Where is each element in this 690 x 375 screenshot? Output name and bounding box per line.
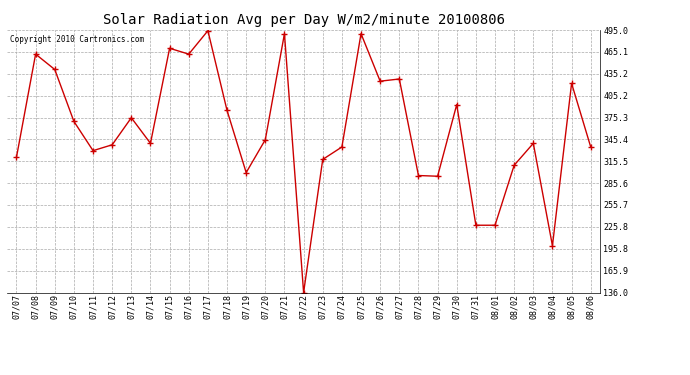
Text: Copyright 2010 Cartronics.com: Copyright 2010 Cartronics.com bbox=[10, 35, 144, 44]
Title: Solar Radiation Avg per Day W/m2/minute 20100806: Solar Radiation Avg per Day W/m2/minute … bbox=[103, 13, 504, 27]
